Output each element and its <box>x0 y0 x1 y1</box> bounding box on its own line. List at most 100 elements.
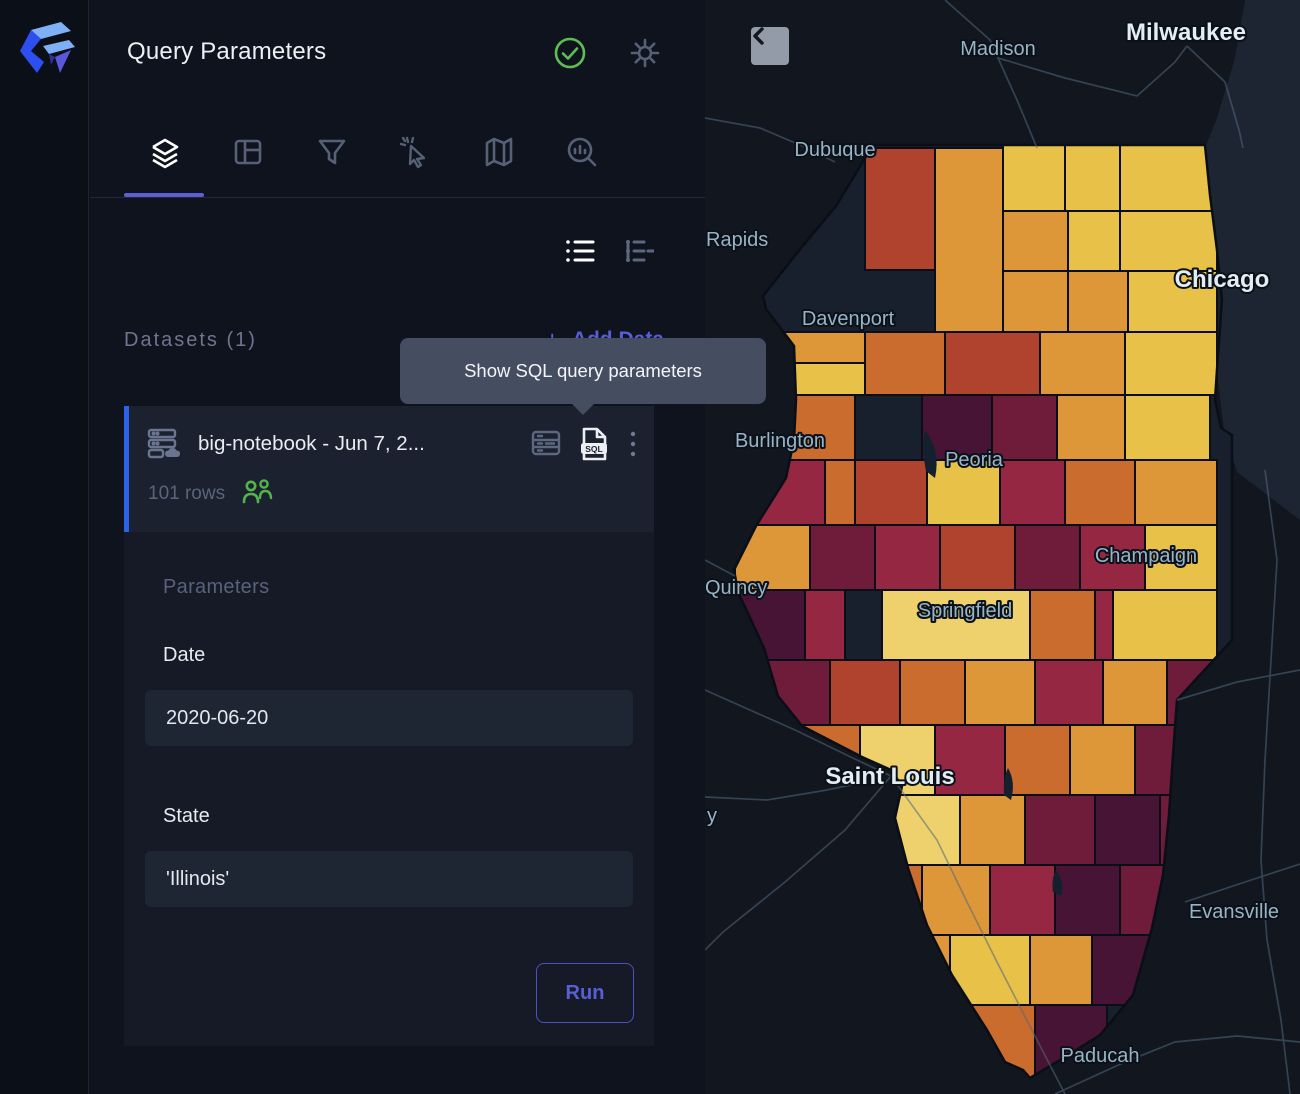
settings-gear-icon[interactable] <box>628 36 662 70</box>
tooltip-caret <box>571 403 595 415</box>
county-polygon <box>824 459 856 526</box>
county-polygon <box>1124 394 1211 461</box>
county-polygon <box>1034 659 1104 726</box>
dataset-kebab-menu-icon[interactable] <box>626 428 640 460</box>
tree-view-icon[interactable] <box>624 238 656 266</box>
county-polygon <box>1024 794 1096 866</box>
list-view-icon[interactable] <box>565 238 595 266</box>
county-polygon <box>1119 145 1218 212</box>
county-polygon <box>1124 331 1218 396</box>
city-label: Champaign <box>1095 545 1197 567</box>
sidebar-panel: Query Parameters <box>90 0 705 1094</box>
county-polygon <box>854 394 923 461</box>
show-table-icon[interactable] <box>530 428 562 460</box>
studio-logo[interactable] <box>11 13 77 79</box>
tab-columns[interactable] <box>230 134 266 170</box>
city-label: Milwaukee <box>1126 19 1246 46</box>
county-polygon <box>1064 145 1121 212</box>
county-polygon <box>1079 524 1146 591</box>
city-label: Davenport <box>802 308 895 330</box>
choropleth-map-canvas[interactable]: Milwaukee Madison Dubuque Rapids Davenport Ch… <box>705 0 1300 1094</box>
city-label: Evansville <box>1189 901 1279 923</box>
datasets-count-label: Datasets (1) <box>124 328 257 351</box>
county-polygon <box>864 147 936 271</box>
county-polygon <box>991 394 1058 461</box>
city-label: Rapids <box>706 229 768 251</box>
city-label: Dubuque <box>794 139 875 161</box>
chevron-left-icon <box>753 27 764 45</box>
collapse-panel-button[interactable] <box>751 27 789 65</box>
river-water <box>1003 768 1013 800</box>
county-polygon <box>1119 210 1218 272</box>
county-polygon <box>1067 270 1129 333</box>
dataset-card[interactable]: big-notebook - Jun 7, 2... SQL <box>124 406 654 532</box>
dataset-rows-count: 101 rows <box>148 482 226 504</box>
county-polygon <box>1029 589 1096 661</box>
county-polygon <box>1002 270 1069 333</box>
tab-filter[interactable] <box>314 134 350 170</box>
county-polygon <box>939 524 1016 591</box>
sql-parameters-tooltip: Show SQL query parameters <box>400 338 766 415</box>
state-input[interactable] <box>145 851 633 907</box>
tab-layers[interactable] <box>147 134 183 170</box>
county-polygon <box>1056 394 1126 461</box>
county-polygon <box>1069 724 1136 796</box>
county-polygon <box>959 794 1026 866</box>
parameters-panel: Parameters Date State Run <box>124 532 654 1046</box>
tooltip-text: Show SQL query parameters <box>464 360 702 381</box>
county-polygon <box>1004 724 1071 796</box>
city-label: Madison <box>960 38 1036 60</box>
county-polygon <box>1102 659 1168 726</box>
county-polygon <box>1054 864 1121 936</box>
river-water <box>1052 870 1063 896</box>
county-polygon <box>921 864 991 936</box>
city-label: Quincy <box>705 577 767 599</box>
county-polygon <box>829 659 901 726</box>
county-polygon <box>1134 459 1218 526</box>
date-input[interactable] <box>145 690 633 746</box>
county-polygon <box>1067 210 1121 272</box>
county-polygon <box>1094 589 1114 661</box>
city-label: Peoria <box>945 449 1004 471</box>
county-polygon <box>926 459 1001 526</box>
county-polygon <box>1112 589 1218 661</box>
tab-interactions[interactable] <box>397 134 433 170</box>
county-polygon <box>1014 524 1081 591</box>
map-container[interactable]: Milwaukee Madison Dubuque Rapids Davenport Ch… <box>705 0 1300 1094</box>
river-water <box>923 430 937 478</box>
county-polygon <box>881 589 1031 661</box>
county-polygon <box>809 524 876 591</box>
tab-analysis[interactable] <box>564 134 600 170</box>
sql-parameters-icon[interactable]: SQL <box>576 426 612 462</box>
tab-basemap[interactable] <box>481 134 517 170</box>
city-label: Chicago <box>1175 266 1270 293</box>
city-label: Burlington <box>735 430 825 452</box>
county-polygon <box>854 459 928 526</box>
state-outline <box>732 143 1234 1080</box>
county-polygon <box>1002 145 1066 212</box>
parameters-heading: Parameters <box>163 576 270 598</box>
city-label: y <box>707 805 717 827</box>
county-polygon <box>1039 331 1126 396</box>
county-polygon <box>864 331 946 396</box>
view-toggle <box>90 238 705 268</box>
county-polygon <box>934 147 1004 333</box>
county-polygon <box>964 659 1036 726</box>
status-check-icon[interactable] <box>553 36 587 70</box>
county-polygon <box>1127 270 1218 333</box>
city-label: Paducah <box>1061 1045 1140 1067</box>
city-label: Saint Louis <box>825 763 954 790</box>
road-layer <box>705 0 1300 1094</box>
sql-icon-label: SQL <box>585 444 602 454</box>
county-polygon <box>804 589 846 661</box>
county-polygon <box>1064 459 1136 526</box>
city-label: Springfield <box>918 600 1013 622</box>
dataset-db-cloud-icon <box>146 427 184 461</box>
county-polygon <box>874 524 941 591</box>
run-button[interactable]: Run <box>536 963 634 1023</box>
county-polygon <box>1002 210 1069 272</box>
sidebar-tabs <box>90 128 705 198</box>
app-rail <box>0 0 89 1094</box>
date-field-label: Date <box>163 644 206 666</box>
dataset-title[interactable]: big-notebook - Jun 7, 2... <box>198 432 425 455</box>
